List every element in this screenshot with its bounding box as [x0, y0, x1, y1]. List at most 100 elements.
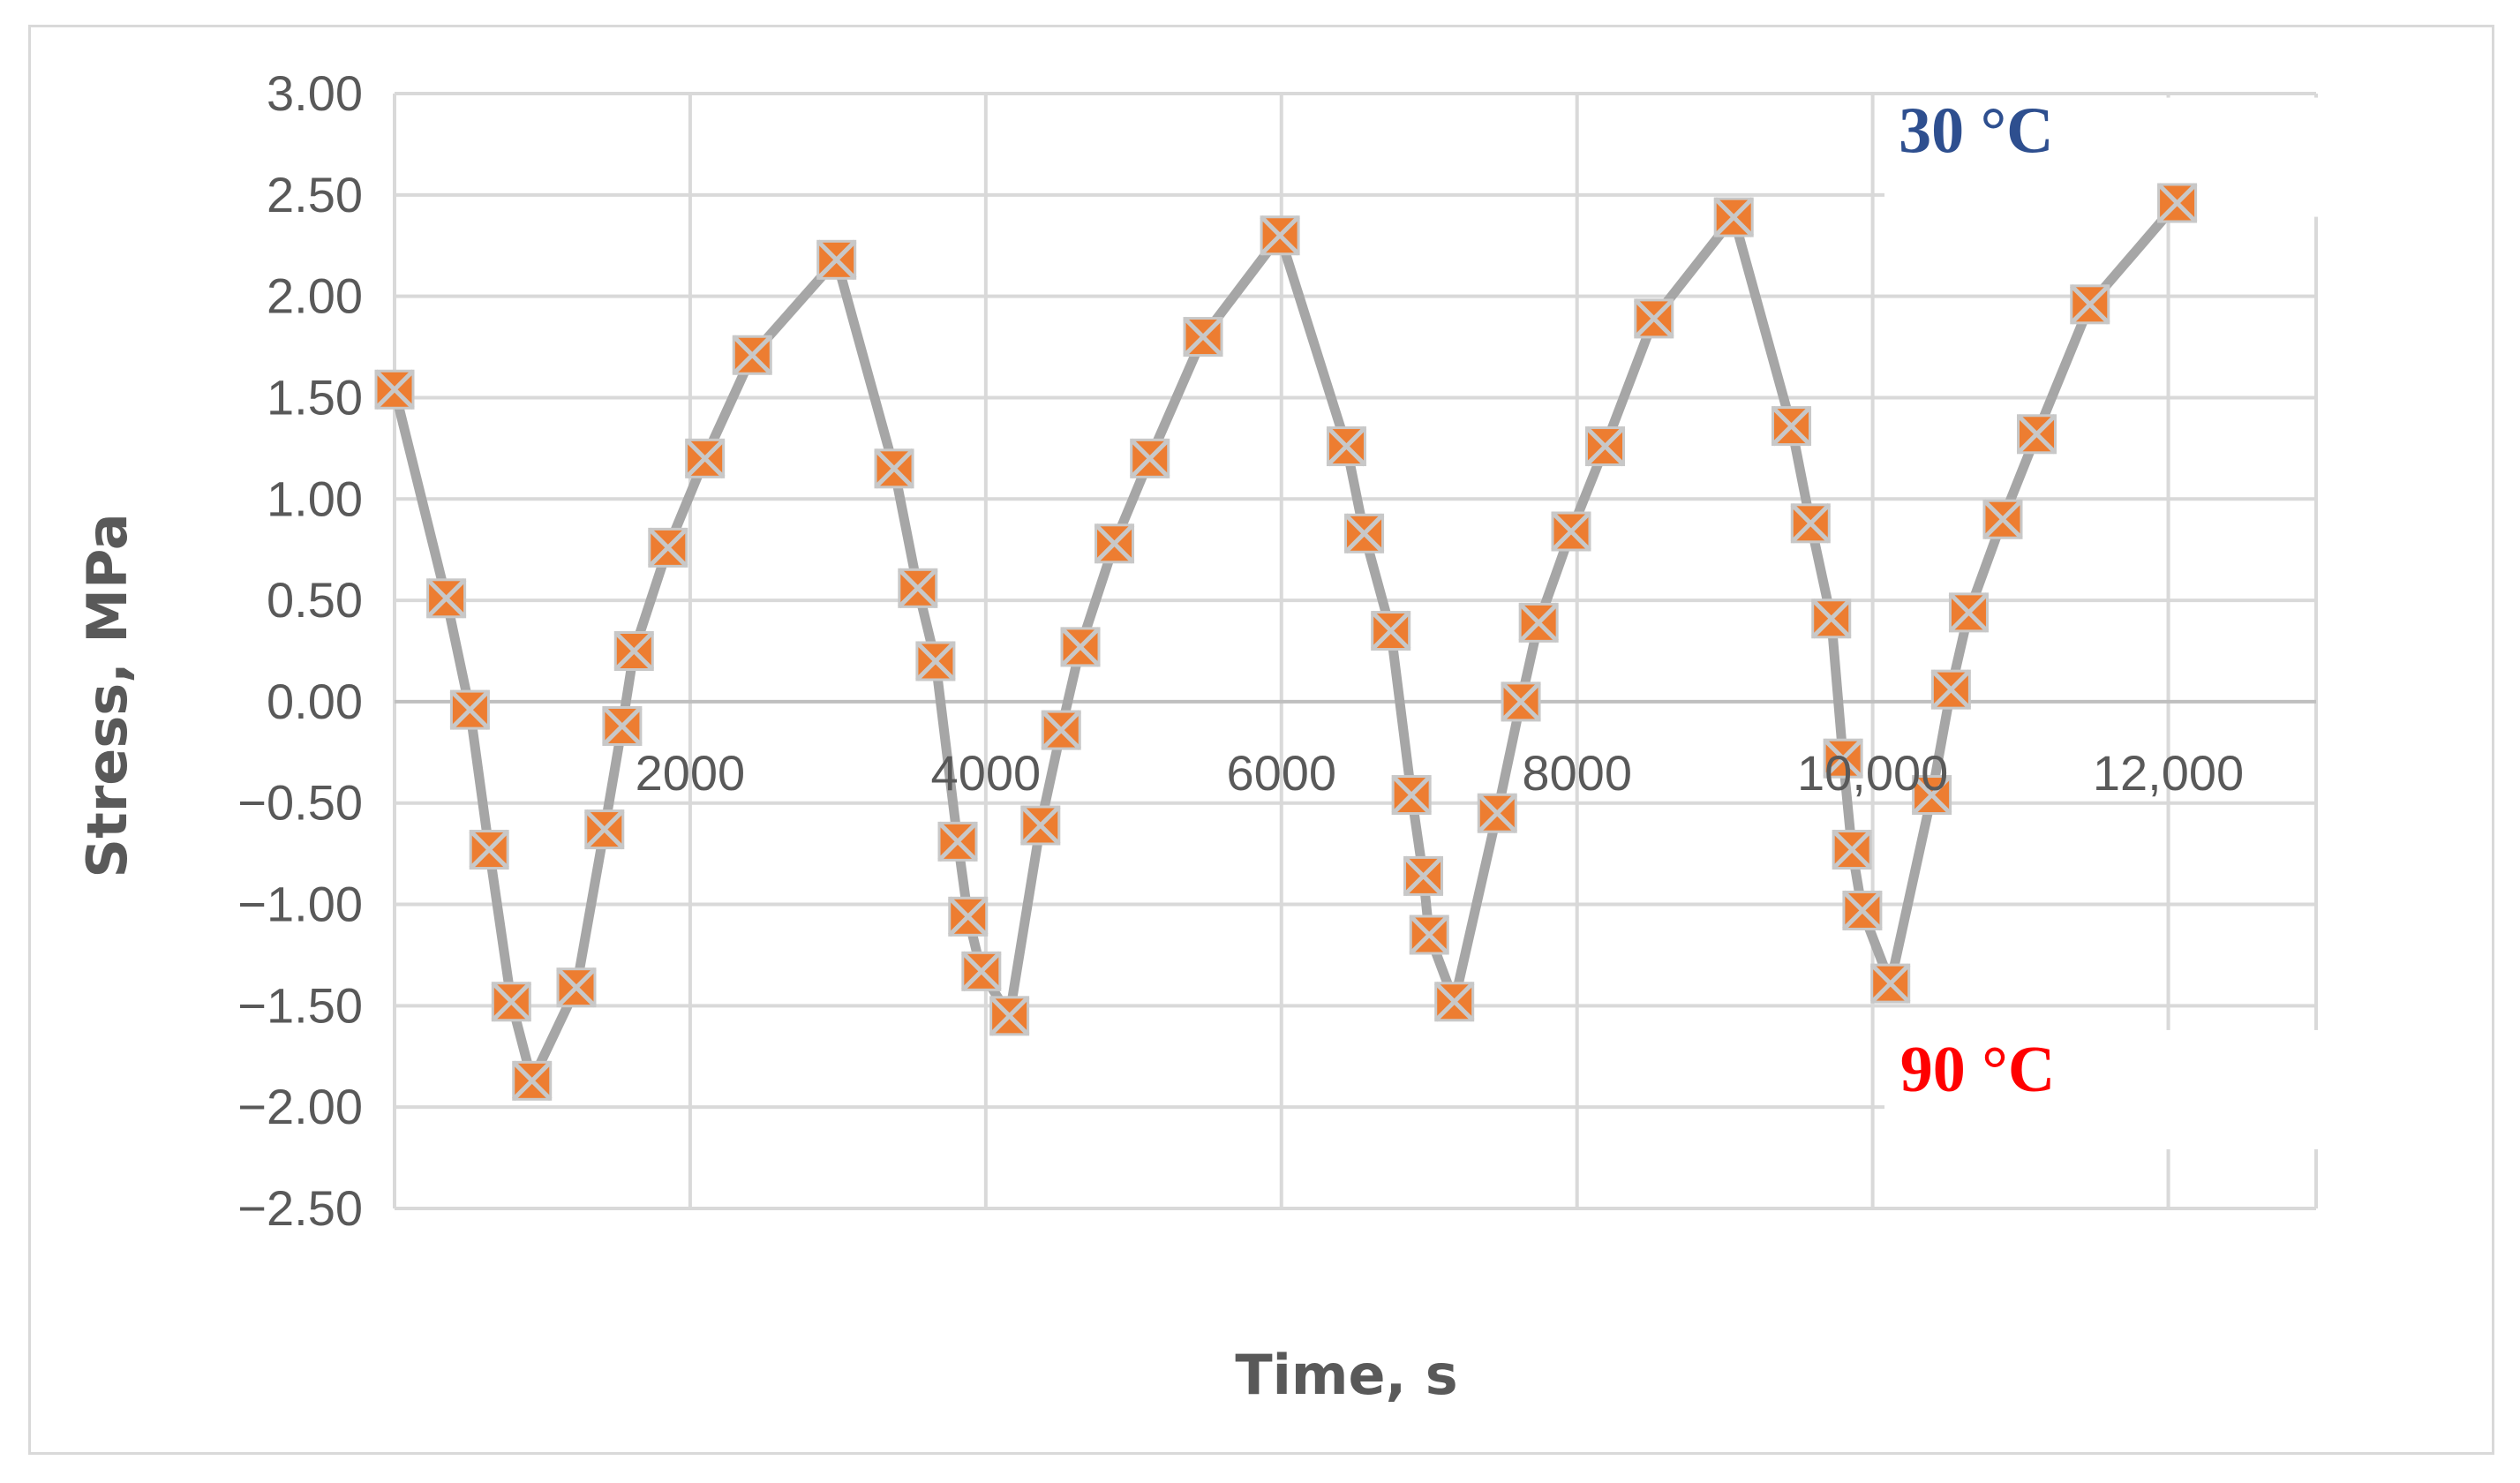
data-point-cross [874, 448, 914, 489]
data-point [1260, 215, 1300, 256]
data-point [1370, 610, 1411, 651]
data-point [1403, 855, 1444, 897]
data-point-cross [1129, 438, 1170, 479]
data-point [1409, 915, 1449, 955]
data-point [449, 689, 491, 730]
data-point [1634, 298, 1674, 339]
data-point [425, 578, 467, 619]
y-tick-label: −2.00 [237, 1079, 363, 1134]
data-point-cross [1930, 669, 1972, 710]
data-point [961, 951, 1002, 992]
data-point [1020, 805, 1061, 846]
data-point-cross [1391, 774, 1432, 816]
data-point-cross [1433, 982, 1475, 1022]
series-layer [374, 183, 2198, 1102]
data-point-cross [1260, 215, 1300, 256]
data-point [1060, 627, 1101, 667]
data-point [1433, 982, 1475, 1022]
y-tick-label: −0.50 [237, 775, 363, 831]
data-point-cross [602, 705, 643, 747]
data-point-cross [1584, 425, 1626, 467]
x-tick-label: 8000 [1522, 745, 1632, 801]
data-point [2070, 284, 2110, 325]
data-point [1982, 499, 2023, 540]
data-point-cross [1343, 513, 1385, 554]
x-tick-label: 4000 [931, 745, 1042, 801]
data-point-cross [915, 641, 956, 681]
data-point [684, 438, 726, 479]
data-point [613, 630, 655, 672]
data-point-cross [1518, 602, 1559, 644]
y-tick-label: 2.00 [267, 268, 363, 324]
data-point [1518, 602, 1559, 644]
data-point-cross [1501, 681, 1541, 722]
axis-titles: Time, s Stress, MPa [75, 513, 1458, 1407]
data-point-cross [732, 335, 773, 375]
data-point [1930, 669, 1972, 710]
data-point-cross [1869, 963, 1911, 1004]
data-point-cross [1634, 298, 1674, 339]
data-point [1326, 425, 1367, 467]
data-point-cross [556, 967, 597, 1008]
data-point-cross [961, 951, 1002, 992]
data-point-cross [1403, 855, 1444, 897]
data-point [491, 982, 532, 1022]
data-point-cross [989, 996, 1030, 1036]
data-point [2156, 183, 2198, 223]
data-point-cross [937, 821, 978, 862]
data-point [1584, 425, 1626, 467]
stress-time-chart: 30 °C 90 °C 3.00 2.50 2.00 1.50 1.00 0.50 0.00 −… [75, 65, 2397, 1407]
y-tick-label: 1.50 [267, 369, 363, 425]
data-point [602, 705, 643, 747]
data-point [1094, 523, 1135, 564]
data-point-cross [1409, 915, 1449, 955]
y-axis-title: Stress, MPa [75, 513, 139, 877]
data-point-cross [684, 438, 726, 479]
data-point-cross [1948, 592, 1990, 633]
data-point [1391, 774, 1432, 816]
data-point [1823, 738, 1863, 779]
data-point-cross [1982, 499, 2023, 540]
data-point-cross [1326, 425, 1367, 467]
x-tick-label: 10,000 [1797, 745, 1948, 801]
data-point [947, 896, 989, 937]
annotation-background [1884, 97, 2397, 217]
data-point-cross [491, 982, 532, 1022]
data-point-cross [1823, 738, 1863, 779]
data-point-cross [816, 239, 857, 281]
data-point [1129, 438, 1170, 479]
data-point [1343, 513, 1385, 554]
x-axis-title: Time, s [1235, 1343, 1457, 1407]
temperature-annotation: 30 °C [1899, 95, 2054, 168]
data-point [898, 568, 938, 609]
data-point [374, 369, 415, 410]
data-point-cross [648, 527, 688, 568]
y-tick-label: 0.50 [267, 572, 363, 628]
data-point [1842, 890, 1883, 931]
data-point-cross [1020, 805, 1061, 846]
data-point [469, 829, 509, 870]
data-point [1501, 681, 1541, 722]
data-point-cross [1832, 829, 1872, 870]
data-point [584, 809, 625, 850]
data-point-cross [1183, 316, 1223, 358]
data-point-cross [1713, 197, 1754, 237]
data-point-cross [469, 829, 509, 870]
y-tick-label: −1.00 [237, 877, 363, 932]
data-point-cross [1810, 598, 1852, 639]
data-point-cross [1477, 793, 1518, 833]
annotation-background [1884, 1029, 2397, 1149]
y-tick-label: 2.50 [267, 167, 363, 222]
data-point [556, 967, 597, 1008]
data-point [1810, 598, 1852, 639]
chart-frame: 30 °C 90 °C 3.00 2.50 2.00 1.50 1.00 0.50 0.00 −… [28, 25, 2494, 1455]
y-tick-label: −1.50 [237, 977, 363, 1033]
y-tick-label: 1.00 [267, 470, 363, 526]
data-point [1790, 503, 1832, 544]
data-point [1041, 710, 1082, 750]
temperature-annotation: 90 °C [1900, 1034, 2056, 1106]
data-point-cross [584, 809, 625, 850]
y-tick-label: 0.00 [267, 674, 363, 729]
data-point [1551, 511, 1591, 552]
data-point-cross [1370, 610, 1411, 651]
